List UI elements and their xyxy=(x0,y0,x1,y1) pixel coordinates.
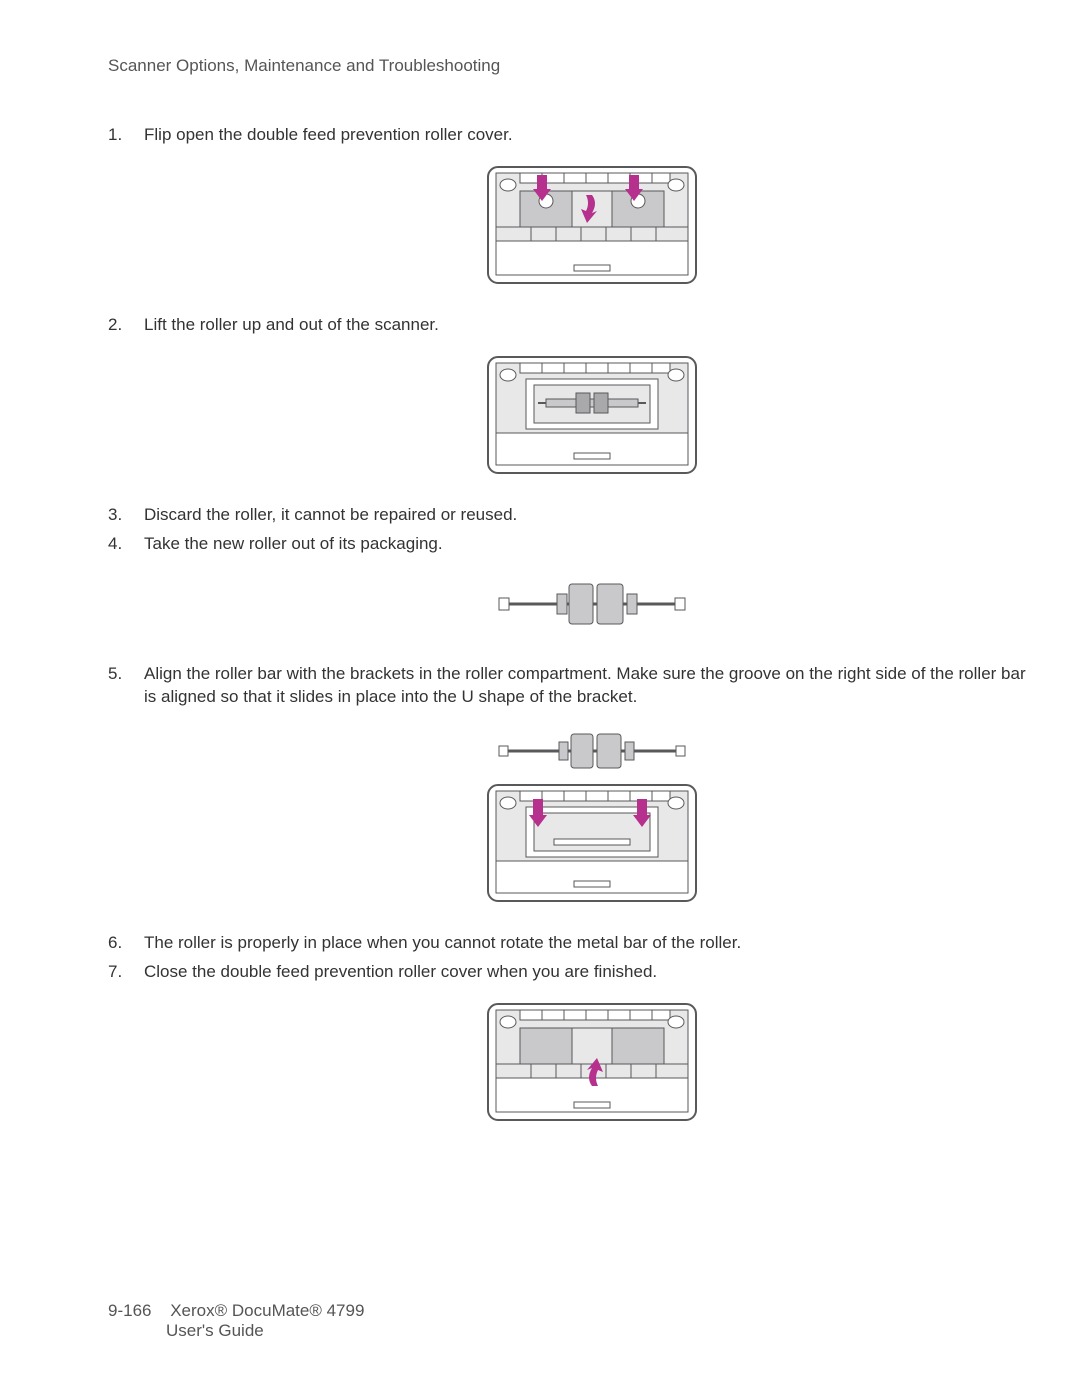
figure-step-2 xyxy=(144,355,1040,482)
step-text: Align the roller bar with the brackets i… xyxy=(144,664,1026,706)
step-text: The roller is properly in place when you… xyxy=(144,933,741,952)
page-number: 9-166 xyxy=(108,1301,151,1321)
diagram-roller-align-top xyxy=(497,726,687,776)
diagram-lift-roller xyxy=(486,355,698,475)
step-1: Flip open the double feed prevention rol… xyxy=(108,124,1040,292)
step-6: The roller is properly in place when you… xyxy=(108,932,1040,955)
product-name: Xerox® DocuMate® 4799 xyxy=(170,1301,364,1320)
step-text: Take the new roller out of its packaging… xyxy=(144,534,443,553)
step-text: Close the double feed prevention roller … xyxy=(144,962,657,981)
diagram-roller-align-bottom xyxy=(486,783,698,903)
step-text: Lift the roller up and out of the scanne… xyxy=(144,315,439,334)
step-text: Discard the roller, it cannot be repaire… xyxy=(144,505,517,524)
diagram-new-roller xyxy=(497,574,687,634)
step-text: Flip open the double feed prevention rol… xyxy=(144,125,513,144)
diagram-close-cover xyxy=(486,1002,698,1122)
step-3: Discard the roller, it cannot be repaire… xyxy=(108,504,1040,527)
doc-title: User's Guide xyxy=(166,1321,264,1341)
figure-step-4 xyxy=(144,574,1040,641)
diagram-open-cover xyxy=(486,165,698,285)
step-4: Take the new roller out of its packaging… xyxy=(108,533,1040,641)
step-2: Lift the roller up and out of the scanne… xyxy=(108,314,1040,482)
figure-step-5 xyxy=(144,726,1040,910)
step-5: Align the roller bar with the brackets i… xyxy=(108,663,1040,911)
figure-step-7 xyxy=(144,1002,1040,1129)
step-7: Close the double feed prevention roller … xyxy=(108,961,1040,1129)
figure-step-1 xyxy=(144,165,1040,292)
instruction-list: Flip open the double feed prevention rol… xyxy=(108,124,1040,1129)
section-header: Scanner Options, Maintenance and Trouble… xyxy=(108,56,1040,76)
page-footer: 9-166 Xerox® DocuMate® 4799 User's Guide xyxy=(108,1301,364,1341)
